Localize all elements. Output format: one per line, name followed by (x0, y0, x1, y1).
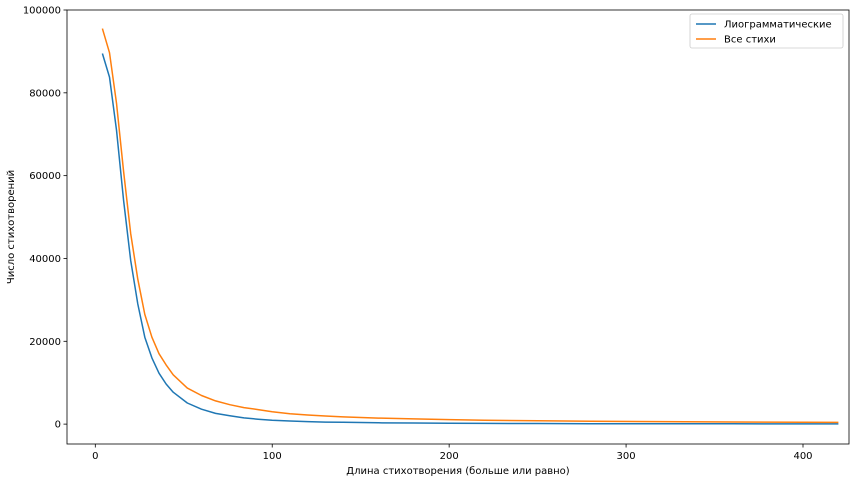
series-line-1 (101, 53, 839, 425)
x-axis-ticks: 0 100 200 300 400 (92, 444, 813, 462)
plot-frame (66, 9, 850, 445)
y-axis-label: Число стихотворений (6, 170, 17, 284)
legend-label-1: Лиограмматические (724, 20, 832, 31)
y-tick-label: 20000 (29, 337, 61, 348)
y-tick-label: 80000 (29, 88, 61, 99)
x-tick-label: 0 (92, 451, 98, 462)
legend-box (689, 13, 844, 49)
y-tick-label: 60000 (29, 171, 61, 182)
series-line-2 (101, 28, 839, 424)
plot-lines (101, 28, 839, 425)
legend-label-2: Все стихи (724, 35, 776, 46)
legend: Лиограмматические Все стихи (689, 13, 844, 49)
y-tick-label: 0 (55, 420, 61, 431)
x-tick-label: 200 (440, 451, 459, 462)
y-tick-label: 40000 (29, 254, 61, 265)
y-tick-label: 100000 (23, 6, 61, 17)
x-tick-label: 400 (793, 451, 812, 462)
x-axis-label: Длина стихотворения (больше или равно) (346, 466, 570, 477)
y-axis-ticks: 0 20000 40000 60000 80000 100000 (23, 6, 67, 431)
x-tick-label: 300 (617, 451, 636, 462)
x-tick-label: 100 (263, 451, 282, 462)
